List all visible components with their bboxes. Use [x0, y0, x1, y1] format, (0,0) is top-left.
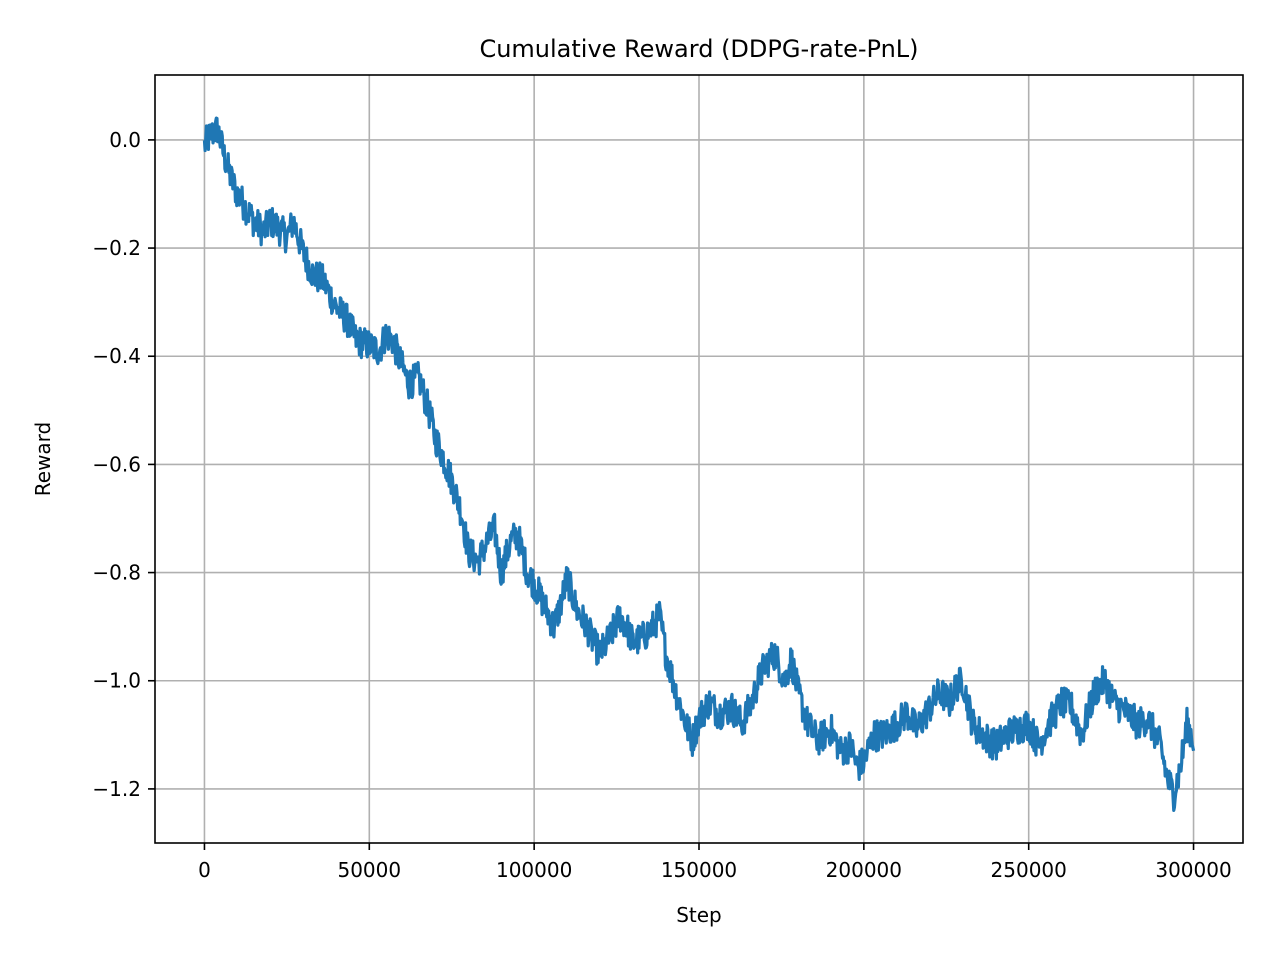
x-axis-label: Step: [676, 903, 722, 927]
x-tick-label: 150000: [661, 858, 737, 882]
x-tick-label: 100000: [496, 858, 572, 882]
grid-lines: [155, 75, 1243, 843]
y-axis-ticks: 0.0 −0.2 −0.4 −0.6 −0.8 −1.0 −1.2: [92, 128, 155, 801]
x-tick-label: 250000: [991, 858, 1067, 882]
x-tick-label: 300000: [1155, 858, 1231, 882]
y-axis-label: Reward: [31, 422, 55, 496]
y-tick-label: −1.2: [92, 777, 141, 801]
x-tick-label: 200000: [826, 858, 902, 882]
series-layer: [202, 116, 1196, 813]
y-tick-label: −1.0: [92, 669, 141, 693]
y-tick-label: −0.2: [92, 236, 141, 260]
series-line: [202, 116, 1196, 813]
x-axis-ticks: 0 50000 100000 150000 200000 250000 300000: [198, 843, 1232, 882]
y-tick-label: −0.6: [92, 452, 141, 476]
chart-title: Cumulative Reward (DDPG-rate-PnL): [479, 35, 918, 63]
x-tick-label: 0: [198, 858, 211, 882]
y-tick-label: −0.8: [92, 561, 141, 585]
x-tick-label: 50000: [337, 858, 401, 882]
y-tick-label: −0.4: [92, 344, 141, 368]
y-tick-label: 0.0: [109, 128, 141, 152]
